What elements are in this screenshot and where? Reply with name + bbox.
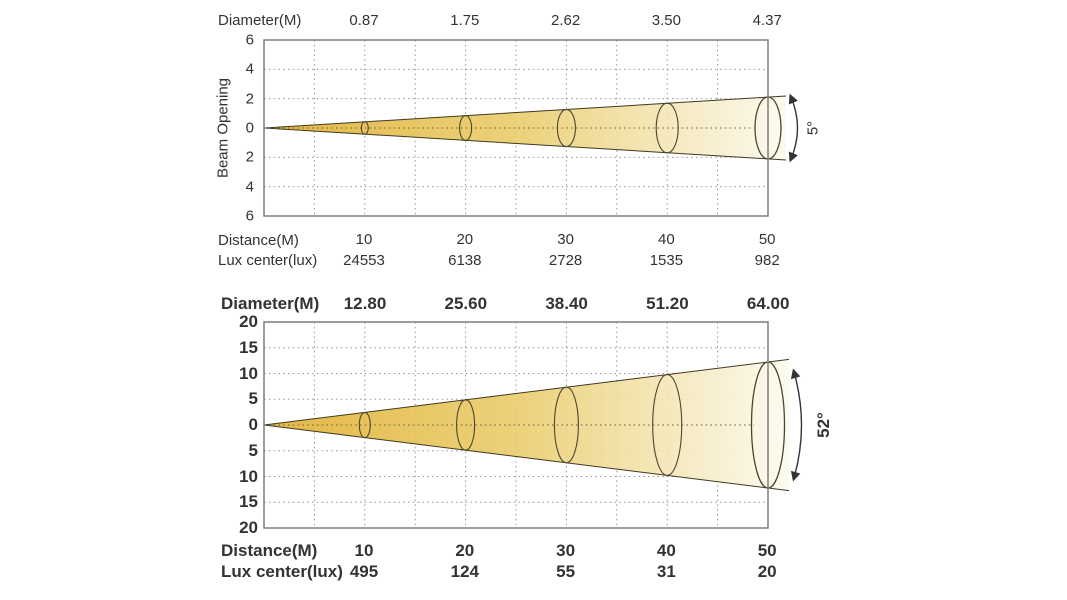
- distance-value: 40: [656, 541, 676, 560]
- y-tick-label: 5: [248, 440, 258, 460]
- distance-value: 10: [354, 541, 374, 560]
- diameter-value: 3.50: [651, 12, 681, 29]
- distance-row-label: Distance(M): [218, 232, 299, 249]
- y-tick-label: 20: [239, 312, 258, 331]
- y-tick-label: 5: [248, 389, 258, 409]
- diameter-value: 4.37: [752, 12, 782, 29]
- diameter-value: 2.62: [550, 12, 581, 29]
- distance-value: 10: [355, 231, 373, 248]
- y-tick-label: 4: [245, 60, 254, 78]
- y-tick-label: 15: [239, 492, 258, 512]
- diameter-value: 25.60: [444, 294, 488, 313]
- beam-angle-label: 5°: [804, 120, 822, 136]
- y-tick-label: 15: [239, 337, 258, 357]
- distance-value: 30: [557, 231, 574, 248]
- lux-value: 55: [556, 562, 576, 581]
- distance-value: 50: [757, 541, 777, 560]
- y-tick-label: 2: [245, 148, 254, 166]
- diameter-row-label: Diameter(M): [221, 294, 320, 313]
- diameter-value: 1.75: [450, 12, 480, 29]
- y-tick-label: 6: [245, 31, 254, 49]
- diameter-value: 12.80: [343, 294, 387, 313]
- y-tick-label: 4: [245, 178, 254, 196]
- lux-row-label: Lux center(lux): [221, 562, 343, 581]
- diameter-value: 64.00: [746, 294, 790, 313]
- y-tick-label: 0: [245, 119, 254, 137]
- y-tick-label: 10: [239, 466, 258, 486]
- lux-value: 495: [349, 562, 379, 581]
- y-tick-label: 6: [245, 207, 254, 225]
- diameter-value: 0.87: [349, 12, 379, 29]
- y-axis-ticks: 20 15 10 5 0 5 10 15 20: [204, 0, 258, 600]
- y-tick-label: 0: [248, 415, 258, 434]
- lux-value: 20: [757, 562, 777, 581]
- y-tick-label: 2: [245, 90, 254, 108]
- lux-value: 1535: [649, 252, 684, 269]
- distance-value: 20: [456, 231, 474, 248]
- lux-row-label: Lux center(lux): [218, 252, 318, 269]
- lux-value: 6138: [448, 252, 482, 269]
- y-tick-label: 20: [239, 518, 258, 537]
- lux-value: 31: [656, 562, 676, 581]
- distance-value: 30: [556, 541, 576, 560]
- diameter-row-label: Diameter(M): [218, 12, 302, 29]
- y-tick-label: 10: [239, 363, 258, 383]
- distance-value: 50: [758, 231, 776, 248]
- distance-value: 40: [658, 231, 675, 248]
- y-axis-ticks: 6 4 2 0 2 4 6: [204, 0, 254, 280]
- lux-value: 124: [450, 562, 479, 581]
- lux-value: 24553: [343, 252, 385, 269]
- lux-value: 2728: [548, 252, 583, 269]
- distance-row-label: Distance(M): [221, 541, 318, 560]
- distance-value: 20: [455, 541, 475, 560]
- beam-angle-label: 52°: [814, 412, 833, 438]
- diameter-value: 38.40: [545, 294, 588, 313]
- diameter-value: 51.20: [646, 294, 689, 313]
- lux-value: 982: [754, 252, 780, 269]
